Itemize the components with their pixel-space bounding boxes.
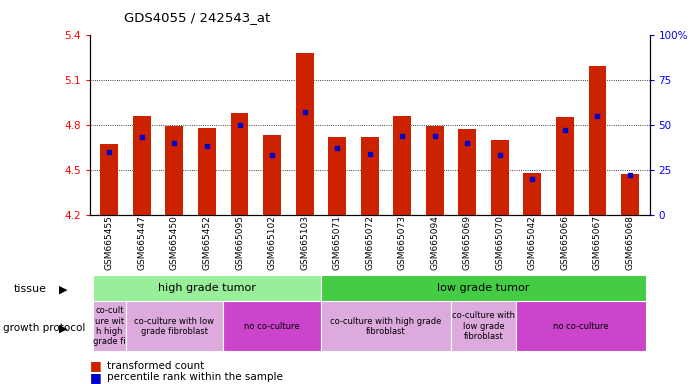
Bar — [451, 301, 516, 351]
Bar — [621, 174, 639, 215]
Bar — [426, 126, 444, 215]
Text: GSM665094: GSM665094 — [430, 215, 439, 270]
Bar — [93, 301, 126, 351]
Text: GSM665070: GSM665070 — [495, 215, 504, 270]
Bar — [589, 66, 607, 215]
Text: ▶: ▶ — [59, 284, 67, 294]
Text: GSM665072: GSM665072 — [365, 215, 375, 270]
Text: ■: ■ — [90, 371, 102, 384]
Text: co-cult
ure wit
h high
grade fi: co-cult ure wit h high grade fi — [93, 306, 126, 346]
Text: GSM665066: GSM665066 — [560, 215, 569, 270]
Text: ■: ■ — [90, 359, 102, 372]
Bar — [198, 128, 216, 215]
Text: GDS4055 / 242543_at: GDS4055 / 242543_at — [124, 12, 271, 25]
Text: co-culture with high grade
fibroblast: co-culture with high grade fibroblast — [330, 317, 442, 336]
Bar — [491, 140, 509, 215]
Bar — [524, 173, 541, 215]
Text: co-culture with
low grade
fibroblast: co-culture with low grade fibroblast — [452, 311, 515, 341]
Bar — [361, 137, 379, 215]
Bar — [393, 116, 411, 215]
Bar — [93, 275, 321, 301]
Text: high grade tumor: high grade tumor — [158, 283, 256, 293]
Bar — [328, 137, 346, 215]
Bar — [165, 126, 183, 215]
Text: low grade tumor: low grade tumor — [437, 283, 530, 293]
Text: GSM665450: GSM665450 — [170, 215, 179, 270]
Text: GSM665071: GSM665071 — [332, 215, 341, 270]
Bar — [223, 301, 321, 351]
Text: GSM665067: GSM665067 — [593, 215, 602, 270]
Text: GSM665068: GSM665068 — [625, 215, 634, 270]
Bar — [100, 144, 118, 215]
Bar — [556, 117, 574, 215]
Text: GSM665452: GSM665452 — [202, 215, 211, 270]
Text: GSM665069: GSM665069 — [463, 215, 472, 270]
Bar — [231, 113, 249, 215]
Text: GSM665095: GSM665095 — [235, 215, 244, 270]
Bar — [263, 135, 281, 215]
Bar — [321, 275, 646, 301]
Bar — [126, 301, 223, 351]
Text: GSM665042: GSM665042 — [528, 215, 537, 270]
Text: GSM665073: GSM665073 — [398, 215, 407, 270]
Text: no co-culture: no co-culture — [244, 322, 300, 331]
Text: ▶: ▶ — [59, 323, 67, 333]
Text: transformed count: transformed count — [107, 361, 205, 371]
Text: no co-culture: no co-culture — [553, 322, 609, 331]
Bar — [133, 116, 151, 215]
Text: GSM665102: GSM665102 — [267, 215, 276, 270]
Bar — [516, 301, 646, 351]
Text: percentile rank within the sample: percentile rank within the sample — [107, 372, 283, 382]
Bar — [458, 129, 476, 215]
Text: GSM665103: GSM665103 — [300, 215, 309, 270]
Text: GSM665455: GSM665455 — [105, 215, 114, 270]
Text: growth protocol: growth protocol — [3, 323, 86, 333]
Text: co-culture with low
grade fibroblast: co-culture with low grade fibroblast — [135, 317, 214, 336]
Bar — [321, 301, 451, 351]
Text: tissue: tissue — [14, 284, 47, 294]
Bar — [296, 53, 314, 215]
Text: GSM665447: GSM665447 — [138, 215, 146, 270]
